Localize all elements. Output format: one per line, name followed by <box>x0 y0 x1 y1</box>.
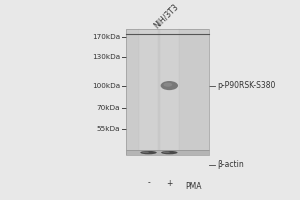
Text: 170kDa: 170kDa <box>92 34 120 40</box>
Text: 55kDa: 55kDa <box>97 126 120 132</box>
Bar <box>126 150 209 155</box>
Text: NIH/3T3: NIH/3T3 <box>152 2 180 30</box>
Ellipse shape <box>142 151 149 153</box>
Text: 70kDa: 70kDa <box>97 105 120 111</box>
Text: -: - <box>147 179 150 188</box>
Ellipse shape <box>160 81 178 90</box>
Bar <box>139 29 158 150</box>
Text: 100kDa: 100kDa <box>92 83 120 89</box>
Ellipse shape <box>161 151 178 154</box>
Bar <box>160 29 179 150</box>
Bar <box>126 150 209 155</box>
Ellipse shape <box>164 83 172 87</box>
Ellipse shape <box>163 151 170 153</box>
Text: 130kDa: 130kDa <box>92 54 120 60</box>
Ellipse shape <box>140 151 157 154</box>
Text: p-P90RSK-S380: p-P90RSK-S380 <box>217 81 275 90</box>
Text: β-actin: β-actin <box>217 160 244 169</box>
Text: PMA: PMA <box>186 182 202 191</box>
Bar <box>126 29 209 150</box>
Text: +: + <box>166 179 172 188</box>
Bar <box>126 29 209 150</box>
